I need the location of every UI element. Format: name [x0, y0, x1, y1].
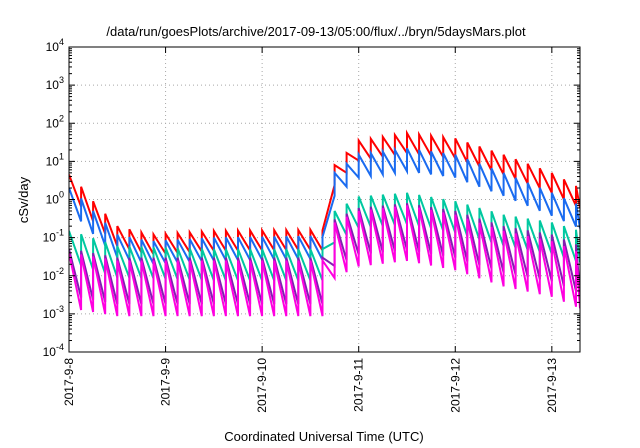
- y-tick-label: 10-1: [43, 228, 64, 245]
- y-tick-label: 10-4: [43, 342, 64, 359]
- series-line-4: [69, 205, 580, 317]
- y-tick-label: 101: [46, 151, 64, 168]
- y-tick-label: 103: [46, 75, 64, 92]
- x-tick-label: 2017-9-8: [62, 358, 76, 406]
- y-axis-ticks: 10-4 10-3 10-2 10-1 100 101 102 103 104: [43, 37, 580, 359]
- y-tick-label: 10-2: [43, 266, 64, 283]
- y-tick-label: 104: [46, 37, 64, 54]
- series-line-1: [69, 146, 580, 265]
- x-axis-ticks: 2017-9-8 2017-9-9 2017-9-10 2017-9-11 2017-9…: [62, 47, 559, 413]
- series-layer: [69, 129, 580, 317]
- chart-title: /data/run/goesPlots/archive/2017-09-13/0…: [106, 24, 526, 39]
- x-tick-label: 2017-9-12: [448, 358, 462, 413]
- x-tick-label: 2017-9-13: [545, 358, 559, 413]
- x-tick-label: 2017-9-10: [255, 358, 269, 413]
- y-axis-title: cSv/day: [16, 176, 31, 223]
- series-line-0: [69, 129, 580, 259]
- y-tick-label: 100: [46, 190, 64, 207]
- y-tick-label: 10-3: [43, 304, 64, 321]
- series-line-2: [69, 192, 580, 281]
- y-tick-label: 102: [46, 113, 64, 130]
- x-tick-label: 2017-9-11: [352, 358, 366, 412]
- x-axis-title: Coordinated Universal Time (UTC): [224, 429, 423, 444]
- x-tick-label: 2017-9-9: [159, 358, 173, 406]
